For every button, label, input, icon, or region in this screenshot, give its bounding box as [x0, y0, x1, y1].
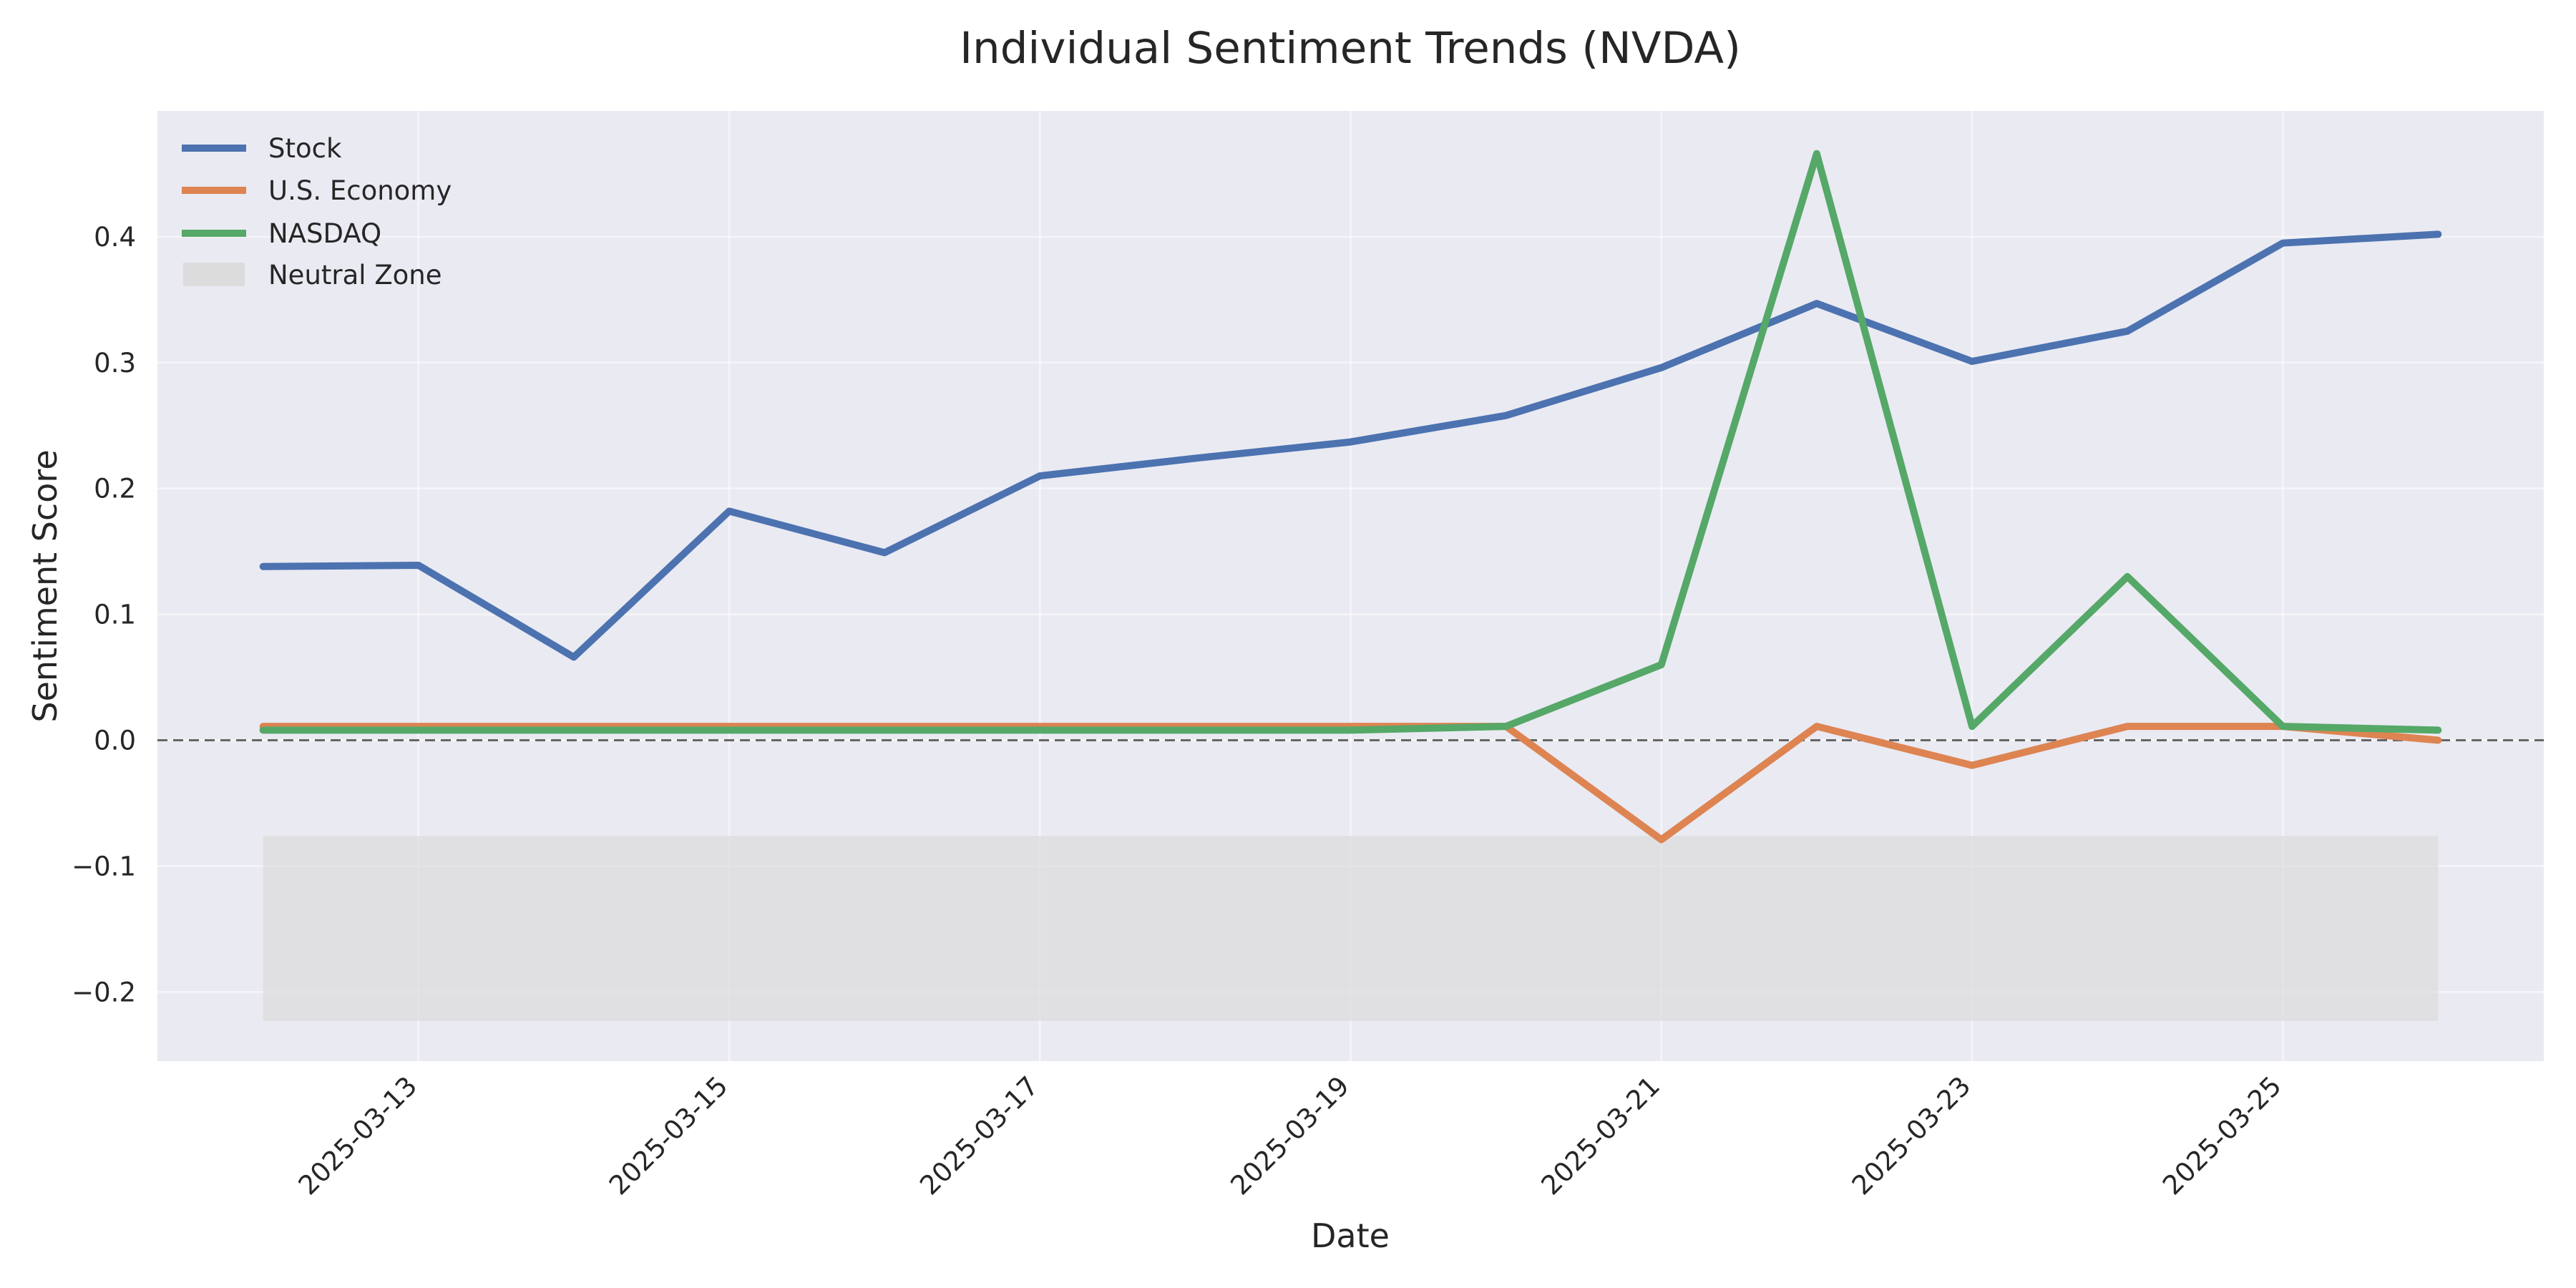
- y-tick-label: 0.0: [94, 725, 136, 756]
- neutral-zone-layer: [263, 836, 2439, 1021]
- y-tick-label: 0.4: [94, 222, 136, 253]
- y-tick-label: 0.1: [94, 600, 136, 630]
- chart-title: Individual Sentiment Trends (NVDA): [960, 23, 1741, 74]
- legend-swatch-neutral-zone: [183, 263, 245, 286]
- y-tick-label: 0.3: [94, 348, 136, 379]
- legend-label-neutral-zone: Neutral Zone: [268, 260, 442, 291]
- legend: Stock U.S. Economy NASDAQ Neutral Zone: [182, 133, 452, 291]
- legend-label-us-economy: U.S. Economy: [268, 175, 452, 206]
- neutral-zone-band: [263, 836, 2439, 1021]
- y-tick-label: −0.1: [72, 851, 136, 882]
- series-line-u-s-economy: [259, 723, 2442, 844]
- y-tick-labels: −0.2 −0.1 0.0 0.1 0.2 0.3 0.4: [72, 222, 136, 1008]
- legend-label-stock: Stock: [268, 133, 342, 164]
- legend-label-nasdaq: NASDAQ: [268, 218, 381, 249]
- y-tick-label: 0.2: [94, 474, 136, 504]
- x-axis-label: Date: [1311, 1216, 1390, 1255]
- series-layer: [259, 150, 2442, 844]
- series-line-stock: [259, 230, 2442, 661]
- y-tick-label: −0.2: [72, 977, 136, 1008]
- y-axis-label: Sentiment Score: [26, 449, 64, 722]
- series-line-nasdaq: [259, 150, 2442, 734]
